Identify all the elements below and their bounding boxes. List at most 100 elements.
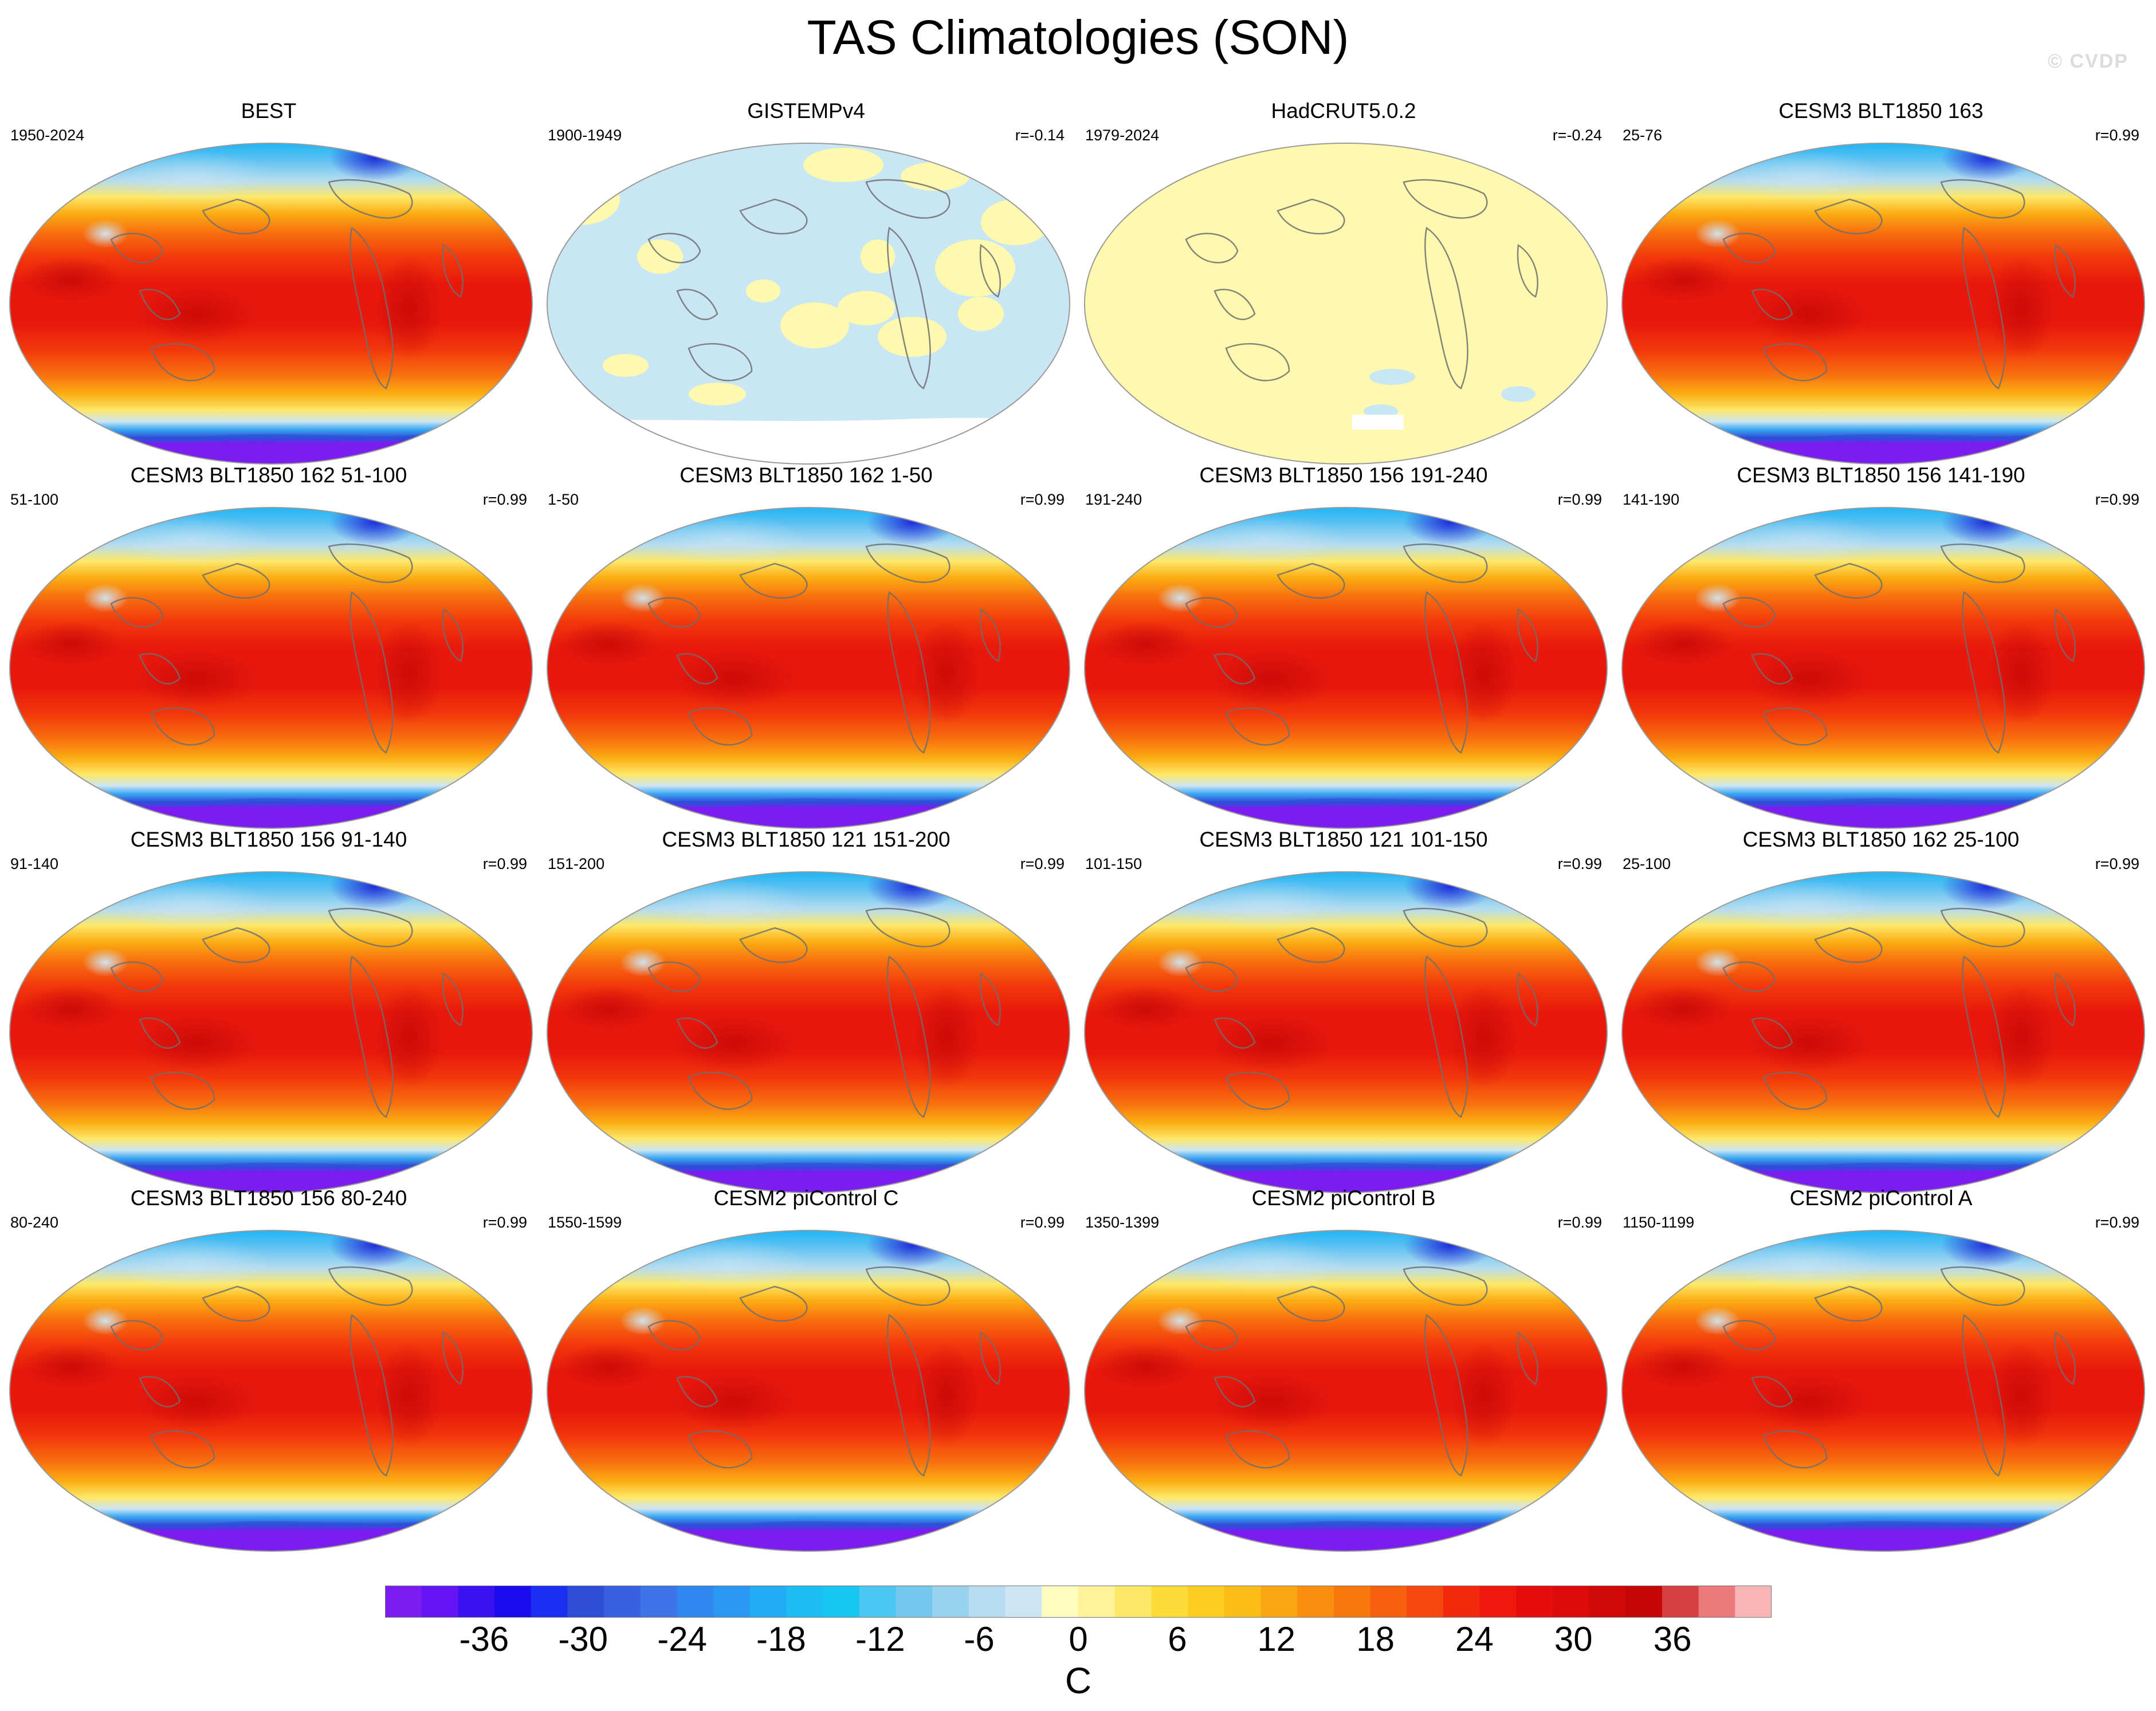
panel-years: 51-100 xyxy=(10,491,59,508)
temperature-field xyxy=(1622,508,2145,828)
coastline xyxy=(110,543,464,754)
colorbar-swatch xyxy=(1042,1586,1079,1618)
colorbar-swatch xyxy=(604,1586,641,1618)
colorbar-tick-label: 6 xyxy=(1168,1620,1187,1658)
map-panel: HadCRUT5.0.2 1979-2024 r=-0.24 xyxy=(1075,99,1612,465)
map-plot xyxy=(547,143,1070,465)
map-plot xyxy=(1621,1230,2145,1552)
panel-title: CESM2 piControl B xyxy=(1251,1186,1436,1210)
coastline xyxy=(1722,179,2076,390)
panel-years: 1979-2024 xyxy=(1085,127,1160,144)
map-plot xyxy=(9,871,533,1193)
map-panel: CESM3 BLT1850 162 51-100 51-100 r=0.99 xyxy=(0,463,537,829)
map-panel: CESM3 BLT1850 163 25-76 r=0.99 xyxy=(1612,99,2150,465)
colorbar-swatch xyxy=(421,1586,458,1618)
panel-years: 1150-1199 xyxy=(1623,1214,1695,1231)
colorbar-swatch xyxy=(1698,1586,1735,1618)
coastline xyxy=(1185,543,1538,754)
colorbar-swatch xyxy=(640,1586,678,1618)
coastline xyxy=(110,907,464,1118)
panel-title: CESM2 piControl A xyxy=(1789,1186,1973,1210)
temperature-field xyxy=(1085,143,1607,464)
panel-title: CESM3 BLT1850 156 191-240 xyxy=(1199,463,1488,487)
map-plot xyxy=(1084,1230,1608,1552)
colorbar-tick-label: -36 xyxy=(459,1620,509,1658)
panel-correlation: r=-0.24 xyxy=(1552,127,1602,144)
colorbar-swatch xyxy=(1735,1586,1772,1618)
coastline xyxy=(1722,907,2076,1118)
colorbar-swatch xyxy=(786,1586,823,1618)
panel-title: CESM3 BLT1850 121 101-150 xyxy=(1199,828,1488,851)
panel-title: CESM3 BLT1850 162 25-100 xyxy=(1742,828,2020,851)
map-plot xyxy=(547,871,1070,1193)
figure-title: TAS Climatologies (SON) xyxy=(807,10,1349,64)
panel-correlation: r=0.99 xyxy=(1020,1214,1065,1231)
colorbar-tick-label: 36 xyxy=(1653,1620,1692,1658)
temperature-field xyxy=(10,508,532,828)
panel-years: 151-200 xyxy=(548,855,605,872)
panel-correlation: r=-0.14 xyxy=(1015,127,1065,144)
map-plot xyxy=(9,507,533,829)
map-plot xyxy=(1621,507,2145,829)
colorbar-swatch xyxy=(1589,1586,1626,1618)
colorbar-swatch xyxy=(749,1586,787,1618)
coastline xyxy=(1722,1266,2076,1477)
colorbar-tick-label: -18 xyxy=(756,1620,806,1658)
panel-title: GISTEMPv4 xyxy=(747,99,865,123)
temperature-field xyxy=(1622,143,2145,464)
colorbar-tick-label: 0 xyxy=(1069,1620,1088,1658)
colorbar-swatch xyxy=(968,1586,1006,1618)
colorbar-swatch xyxy=(494,1586,532,1618)
temperature-field xyxy=(10,1230,532,1551)
colorbar-swatch xyxy=(1005,1586,1042,1618)
map-panel: CESM3 BLT1850 156 91-140 91-140 r=0.99 xyxy=(0,827,537,1193)
colorbar-tick-label: 18 xyxy=(1356,1620,1395,1658)
panel-years: 1900-1949 xyxy=(548,127,622,144)
panel-title: CESM3 BLT1850 162 51-100 xyxy=(130,463,407,487)
map-panel: BEST 1950-2024 xyxy=(0,99,537,465)
panel-correlation: r=0.99 xyxy=(482,855,527,872)
temperature-field xyxy=(1622,872,2145,1193)
colorbar-swatch xyxy=(677,1586,714,1618)
map-plot xyxy=(1621,871,2145,1193)
panel-title: HadCRUT5.0.2 xyxy=(1271,99,1416,123)
map-panel: CESM2 piControl B 1350-1399 r=0.99 xyxy=(1075,1186,1612,1552)
coastline xyxy=(1185,179,1538,390)
temperature-field xyxy=(1085,872,1607,1193)
colorbar-swatch xyxy=(458,1586,495,1618)
map-plot xyxy=(1084,871,1608,1193)
map-panel: CESM3 BLT1850 162 25-100 25-100 r=0.99 xyxy=(1612,827,2150,1193)
colorbar-swatch xyxy=(1224,1586,1262,1618)
panel-title: CESM3 BLT1850 162 1-50 xyxy=(680,463,933,487)
map-plot xyxy=(9,1230,533,1552)
panel-years: 191-240 xyxy=(1085,491,1142,508)
map-panel: CESM3 BLT1850 156 191-240 191-240 r=0.99 xyxy=(1075,463,1612,829)
colorbar-tick-label: -12 xyxy=(855,1620,905,1658)
colorbar-swatch xyxy=(567,1586,604,1618)
temperature-field xyxy=(10,143,532,464)
panel-years: 25-76 xyxy=(1623,127,1663,144)
coastline xyxy=(647,907,1001,1118)
panel-correlation: r=0.99 xyxy=(482,491,527,508)
panel-title: CESM3 BLT1850 156 80-240 xyxy=(130,1186,407,1210)
map-panel: CESM2 piControl C 1550-1599 r=0.99 xyxy=(537,1186,1075,1552)
colorbar-swatch xyxy=(1662,1586,1699,1618)
temperature-field xyxy=(10,872,532,1193)
temperature-field xyxy=(547,872,1070,1193)
coastline xyxy=(647,543,1001,754)
panel-correlation: r=0.99 xyxy=(2095,491,2139,508)
colorbar-swatch xyxy=(1443,1586,1480,1618)
panel-correlation: r=0.99 xyxy=(2095,127,2139,144)
watermark: © CVDP xyxy=(2048,50,2128,72)
panel-years: 1550-1599 xyxy=(548,1214,622,1231)
colorbar-swatch xyxy=(896,1586,933,1618)
colorbar-swatch xyxy=(859,1586,897,1618)
colorbar-swatch xyxy=(531,1586,568,1618)
panel-correlation: r=0.99 xyxy=(2095,1214,2139,1231)
panel-years: 1-50 xyxy=(548,491,579,508)
temperature-field xyxy=(547,508,1070,828)
colorbar-swatch xyxy=(823,1586,860,1618)
panel-title: CESM3 BLT1850 121 151-200 xyxy=(662,828,951,851)
panel-correlation: r=0.99 xyxy=(1557,1214,1602,1231)
